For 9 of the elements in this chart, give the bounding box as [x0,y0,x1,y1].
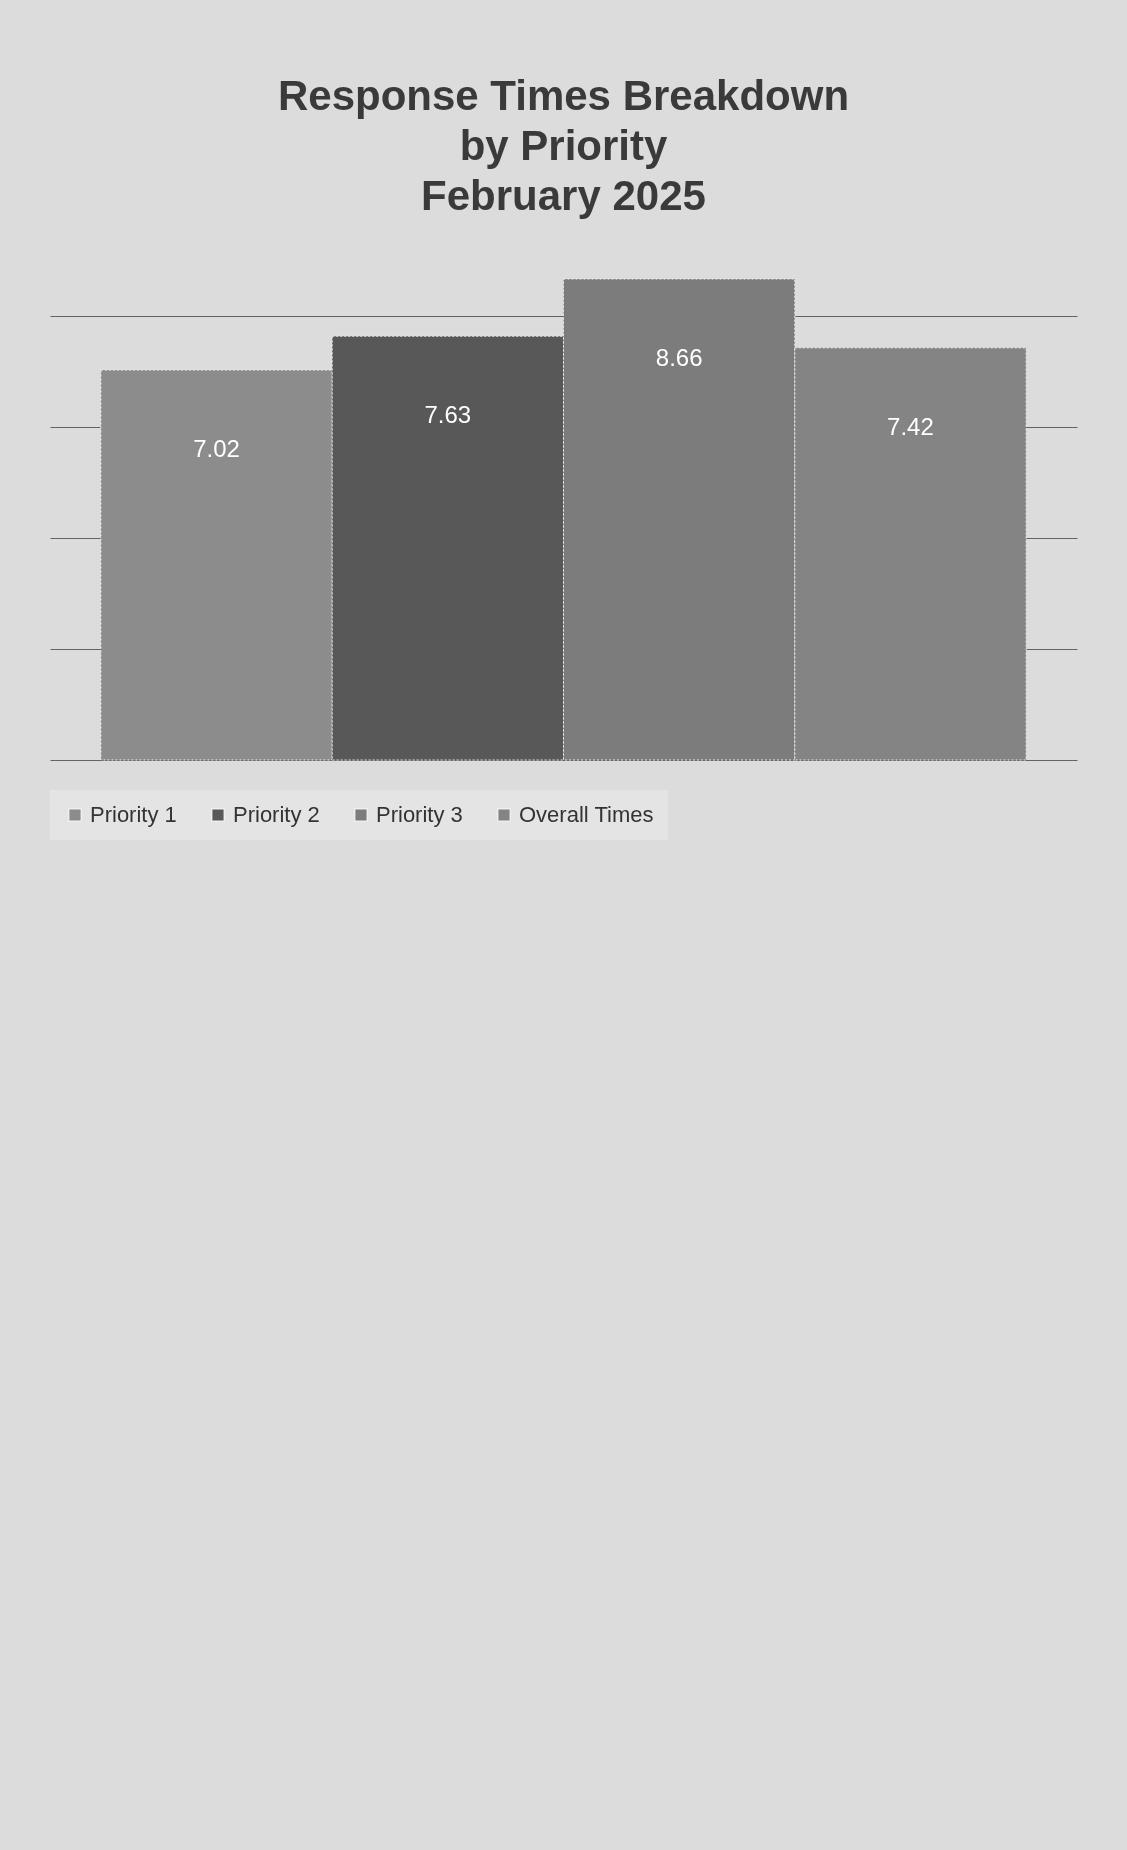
data-label: 7.63 [424,401,472,429]
legend-label: Overall Times [519,802,654,827]
legend-label: Priority 1 [90,802,177,827]
legend-label: Priority 2 [233,802,320,827]
data-label: 7.42 [887,412,934,440]
data-label: 8.66 [655,344,703,371]
data-label: 7.02 [193,435,240,463]
chart-title: Response Times Breakdown by Priority February 2025 [277,71,850,219]
legend-label: Priority 3 [376,802,463,827]
